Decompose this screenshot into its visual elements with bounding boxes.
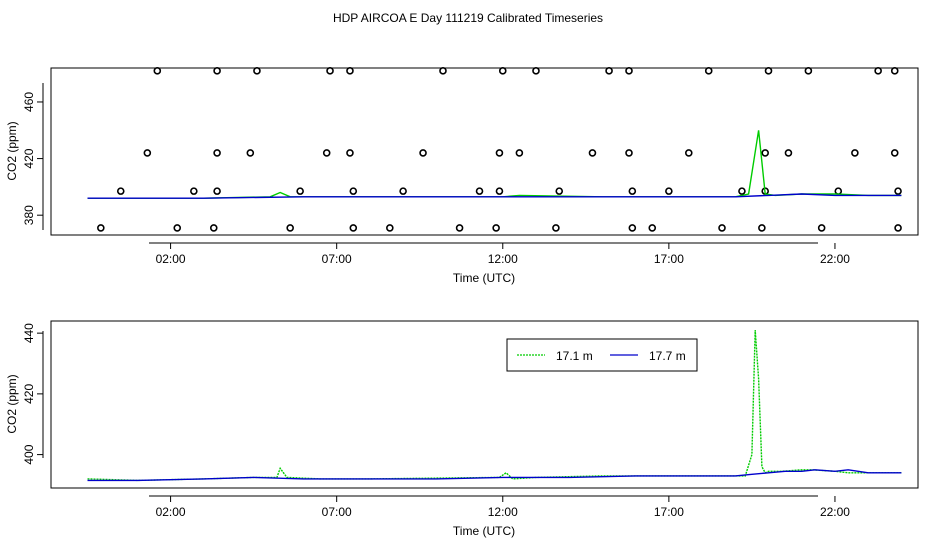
data-marker bbox=[665, 187, 673, 195]
data-marker bbox=[605, 67, 613, 75]
data-marker bbox=[322, 149, 331, 157]
top-series bbox=[87, 130, 902, 199]
data-marker bbox=[349, 224, 358, 232]
data-marker bbox=[475, 187, 484, 195]
top-y-tick-label: 420 bbox=[22, 148, 36, 168]
data-marker bbox=[628, 187, 637, 195]
data-marker bbox=[495, 187, 504, 195]
data-marker bbox=[143, 149, 152, 157]
top-x-axis-label: Time (UTC) bbox=[453, 271, 515, 285]
bottom-y-tick-label: 400 bbox=[22, 444, 36, 464]
top-x-axis: 02:00 07:00 12:00 17:00 22:00 bbox=[149, 242, 850, 266]
bottom-x-tick-label: 07:00 bbox=[322, 505, 352, 519]
bottom-series bbox=[87, 330, 902, 482]
top-plot-frame bbox=[50, 67, 919, 236]
data-marker bbox=[495, 149, 504, 157]
data-marker bbox=[718, 224, 726, 232]
data-marker bbox=[386, 224, 394, 232]
bottom-y-tick-label: 440 bbox=[22, 323, 36, 343]
data-marker bbox=[628, 224, 637, 232]
bottom-y-axis: 400 420 440 bbox=[22, 323, 44, 465]
top-series-line-green bbox=[87, 130, 902, 199]
data-marker bbox=[552, 224, 560, 232]
data-marker bbox=[890, 67, 899, 75]
legend-label-17-1m: 17.1 m bbox=[556, 349, 593, 363]
data-marker bbox=[894, 224, 902, 232]
bottom-y-tick-label: 420 bbox=[22, 384, 36, 404]
data-marker bbox=[213, 187, 221, 195]
data-marker bbox=[492, 224, 500, 232]
top-y-tick-label: 380 bbox=[22, 205, 36, 225]
bottom-plot-frame bbox=[50, 320, 919, 489]
top-x-tick-label: 22:00 bbox=[820, 252, 850, 266]
data-marker bbox=[173, 224, 182, 232]
data-marker bbox=[851, 149, 859, 157]
data-marker bbox=[213, 149, 221, 157]
data-marker bbox=[555, 187, 564, 195]
bottom-series-line-blue bbox=[87, 469, 902, 482]
bottom-x-axis-label: Time (UTC) bbox=[453, 524, 515, 538]
data-marker bbox=[834, 187, 843, 195]
data-marker bbox=[439, 67, 447, 75]
bottom-x-tick-label: 17:00 bbox=[654, 505, 684, 519]
bottom-x-tick-label: 12:00 bbox=[488, 505, 518, 519]
data-marker bbox=[874, 67, 882, 75]
top-panel: 02:00 07:00 12:00 17:00 22:00 380 420 460 Time… bbox=[5, 67, 919, 285]
data-marker bbox=[296, 187, 304, 195]
data-marker bbox=[349, 187, 358, 195]
top-x-tick-label: 12:00 bbox=[488, 252, 518, 266]
data-marker bbox=[116, 187, 125, 195]
bottom-x-tick-label: 22:00 bbox=[820, 505, 850, 519]
top-series-line-blue bbox=[87, 193, 902, 199]
data-marker bbox=[764, 67, 773, 75]
data-marker bbox=[253, 67, 261, 75]
data-marker bbox=[684, 149, 693, 157]
legend-label-17-7m: 17.7 m bbox=[649, 349, 686, 363]
data-marker bbox=[625, 149, 633, 157]
top-x-tick-label: 07:00 bbox=[322, 252, 352, 266]
data-marker bbox=[326, 67, 334, 75]
data-marker bbox=[532, 67, 540, 75]
data-marker bbox=[153, 67, 162, 75]
top-y-axis-label: CO2 (ppm) bbox=[5, 121, 19, 180]
data-marker bbox=[455, 224, 464, 232]
data-marker bbox=[817, 224, 826, 232]
data-marker bbox=[346, 67, 354, 75]
bottom-y-axis-label: CO2 (ppm) bbox=[5, 374, 19, 433]
data-marker bbox=[761, 149, 769, 157]
data-marker bbox=[190, 187, 198, 195]
top-x-tick-label: 02:00 bbox=[156, 252, 186, 266]
data-marker bbox=[804, 67, 813, 75]
data-marker bbox=[419, 149, 427, 157]
data-marker bbox=[894, 187, 902, 195]
top-y-axis: 380 420 460 bbox=[22, 83, 44, 230]
bottom-x-axis: 02:00 07:00 12:00 17:00 22:00 bbox=[149, 495, 850, 519]
data-marker bbox=[246, 149, 255, 157]
data-marker bbox=[784, 149, 793, 157]
top-y-tick-label: 460 bbox=[22, 92, 36, 112]
data-marker bbox=[588, 149, 597, 157]
data-marker bbox=[97, 224, 105, 232]
top-x-tick-label: 17:00 bbox=[654, 252, 684, 266]
data-marker bbox=[209, 224, 218, 232]
figure-title: HDP AIRCOA E Day 111219 Calibrated Times… bbox=[333, 11, 603, 25]
bottom-series-line-green bbox=[87, 330, 902, 482]
data-marker bbox=[738, 187, 746, 195]
data-marker bbox=[704, 67, 713, 75]
bottom-x-tick-label: 02:00 bbox=[156, 505, 186, 519]
data-marker bbox=[648, 224, 657, 232]
data-marker bbox=[890, 149, 899, 157]
data-marker bbox=[399, 187, 407, 195]
data-marker bbox=[625, 67, 633, 75]
data-marker bbox=[213, 67, 221, 75]
data-marker bbox=[286, 224, 294, 232]
bottom-panel: 02:00 07:00 12:00 17:00 22:00 400 420 440 Time… bbox=[5, 320, 919, 538]
legend: 17.1 m 17.7 m bbox=[506, 338, 698, 372]
data-marker bbox=[498, 67, 507, 75]
data-marker bbox=[758, 224, 766, 232]
data-marker bbox=[346, 149, 354, 157]
top-markers bbox=[97, 67, 902, 232]
data-marker bbox=[515, 149, 524, 157]
